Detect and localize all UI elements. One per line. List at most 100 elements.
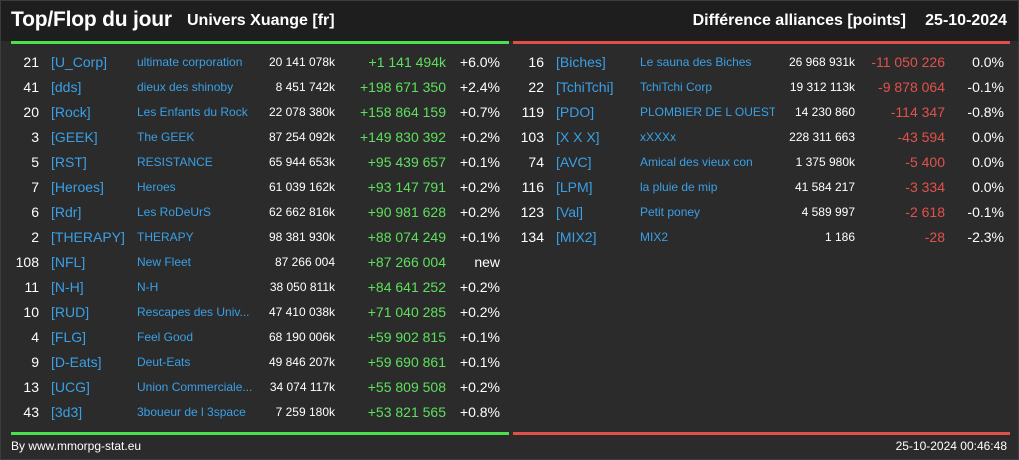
alliance-tag-link[interactable]: [3d3] [51,404,83,420]
alliance-points: 41 584 217 [794,180,855,194]
percent-change: +0.1% [459,154,500,170]
alliance-tag-link[interactable]: [Biches] [556,54,606,70]
top-panel: 21 [U_Corp] ultimate corporation 20 141 078… [11,41,509,435]
table-row: 7 [Heroes] Heroes 61 039 162k +93 147 791 +0.… [11,175,509,200]
table-row: 119 [PDO] PLOMBIER DE L OUEST 14 230 860 -11… [513,100,1010,125]
alliance-rank: 3 [31,129,39,145]
alliance-tag-link[interactable]: [GEEK] [51,129,98,145]
alliance-tag-link[interactable]: [dds] [51,79,82,95]
alliance-tag-link[interactable]: [TchiTchi] [556,79,614,95]
alliance-tag-link[interactable]: [AVC] [556,154,592,170]
alliance-rank: 7 [31,179,39,195]
alliance-tag-link[interactable]: [NFL] [51,254,86,270]
alliance-points: 65 944 653k [268,155,335,169]
alliance-tag-link[interactable]: [UCG] [51,379,90,395]
alliance-points: 22 078 380k [268,105,335,119]
alliance-name-link[interactable]: Petit poney [640,205,701,219]
header-bar: Top/Flop du jour Univers Xuange [fr] Dif… [1,1,1018,41]
percent-change: new [474,254,500,270]
percent-change: -0.1% [967,79,1004,95]
percent-change: -0.8% [967,104,1004,120]
table-row: 22 [TchiTchi] TchiTchi Corp 19 312 113k -9 8… [513,75,1010,100]
points-delta: +198 671 350 [359,79,446,95]
alliance-name-link[interactable]: Les RoDeUrS [137,205,212,219]
alliance-points: 228 311 663 [789,130,855,144]
alliance-tag-link[interactable]: [RST] [51,154,87,170]
alliance-name-link[interactable]: TchiTchi Corp [640,80,713,94]
points-delta: +90 981 628 [367,204,446,220]
alliance-name-link[interactable]: xXXXx [640,130,677,144]
table-row: 43 [3d3] 3boueur de l 3space 7 259 180k +53 … [11,400,509,425]
alliance-points: 47 410 038k [268,305,335,319]
alliance-tag-link[interactable]: [Heroes] [51,179,104,195]
alliance-name-link[interactable]: Heroes [137,180,176,194]
points-delta: +55 809 508 [367,379,446,395]
alliance-name-link[interactable]: THERAPY [137,230,194,244]
alliance-points: 19 312 113k [789,80,855,94]
alliance-tag-link[interactable]: [RUD] [51,304,90,320]
alliance-name-link[interactable]: Les Enfants du Rock [137,105,248,119]
alliance-name-link[interactable]: Feel Good [137,330,194,344]
alliance-rank: 103 [520,129,544,145]
alliance-tag-link[interactable]: [PDO] [556,104,595,120]
percent-change: +0.2% [459,179,500,195]
points-delta: +53 821 565 [367,404,446,420]
percent-change: +2.4% [459,79,500,95]
alliance-tag-link[interactable]: [LPM] [556,179,593,195]
table-row: 103 [X X X] xXXXx 228 311 663 -43 594 0.0% [513,125,1010,150]
percent-change: +6.0% [459,54,500,70]
alliance-tag-link[interactable]: [Val] [556,204,583,220]
alliance-name-link[interactable]: The GEEK [137,130,195,144]
percent-change: +0.2% [459,379,500,395]
alliance-rank: 9 [31,354,39,370]
alliance-name-link[interactable]: MIX2 [640,230,669,244]
alliance-rank: 13 [23,379,39,395]
alliance-name-link[interactable]: Rescapes des Univ... [137,305,250,319]
alliance-points: 26 968 931k [788,55,855,69]
alliance-name-link[interactable]: Le sauna des Biches [640,55,752,69]
table-row: 116 [LPM] la pluie de mip 41 584 217 -3 334 0… [513,175,1010,200]
alliance-name-link[interactable]: PLOMBIER DE L OUEST [640,105,775,119]
alliance-name-link[interactable]: Union Commerciale... [137,380,253,394]
universe-subtitle: Univers Xuange [fr] [187,12,335,29]
alliance-points: 62 662 816k [268,205,335,219]
alliance-name-link[interactable]: Deut-Eats [137,355,191,369]
percent-change: +0.2% [459,204,500,220]
alliance-rank: 108 [15,254,39,270]
alliance-rank: 4 [31,329,39,345]
alliance-points: 1 186 [824,230,855,244]
alliance-tag-link[interactable]: [X X X] [556,129,600,145]
alliance-tag-link[interactable]: [MIX2] [556,229,597,245]
alliance-name-link[interactable]: New Fleet [137,255,192,269]
alliance-points: 38 050 811k [269,280,335,294]
points-delta: +93 147 791 [367,179,446,195]
alliance-rank: 2 [31,229,39,245]
alliance-name-link[interactable]: N-H [137,280,159,294]
alliance-tag-link[interactable]: [FLG] [51,329,87,345]
alliance-name-link[interactable]: 3boueur de l 3space [137,405,246,419]
alliance-tag-link[interactable]: [Rock] [51,104,91,120]
alliance-tag-link[interactable]: [D-Eats] [51,354,102,370]
table-row: 11 [N-H] N-H 38 050 811k +84 641 252 +0.2% [11,275,509,300]
alliance-name-link[interactable]: dieux des shinoby [137,80,234,94]
alliance-name-link[interactable]: ultimate corporation [137,55,243,69]
alliance-tag-link[interactable]: [N-H] [51,279,84,295]
table-row: 20 [Rock] Les Enfants du Rock 22 078 380k +1… [11,100,509,125]
alliance-name-link[interactable]: Amical des vieux con [640,155,753,169]
percent-change: +0.2% [459,279,500,295]
alliance-rank: 74 [528,154,544,170]
alliance-tag-link[interactable]: [U_Corp] [51,54,108,70]
alliance-name-link[interactable]: la pluie de mip [640,180,718,194]
points-delta: -5 400 [905,154,945,170]
alliance-tag-link[interactable]: [Rdr] [51,204,82,220]
alliance-points: 8 451 742k [275,80,335,94]
points-delta: +149 830 392 [359,129,446,145]
alliance-points: 1 375 980k [795,155,855,169]
alliance-name-link[interactable]: RESISTANCE [137,155,213,169]
alliance-tag-link[interactable]: [THERAPY] [51,229,125,245]
table-row: 41 [dds] dieux des shinoby 8 451 742k +198 6… [11,75,509,100]
alliance-points: 61 039 162k [268,180,335,194]
alliance-rank: 43 [23,404,39,420]
table-row: 6 [Rdr] Les RoDeUrS 62 662 816k +90 981 628 +… [11,200,509,225]
